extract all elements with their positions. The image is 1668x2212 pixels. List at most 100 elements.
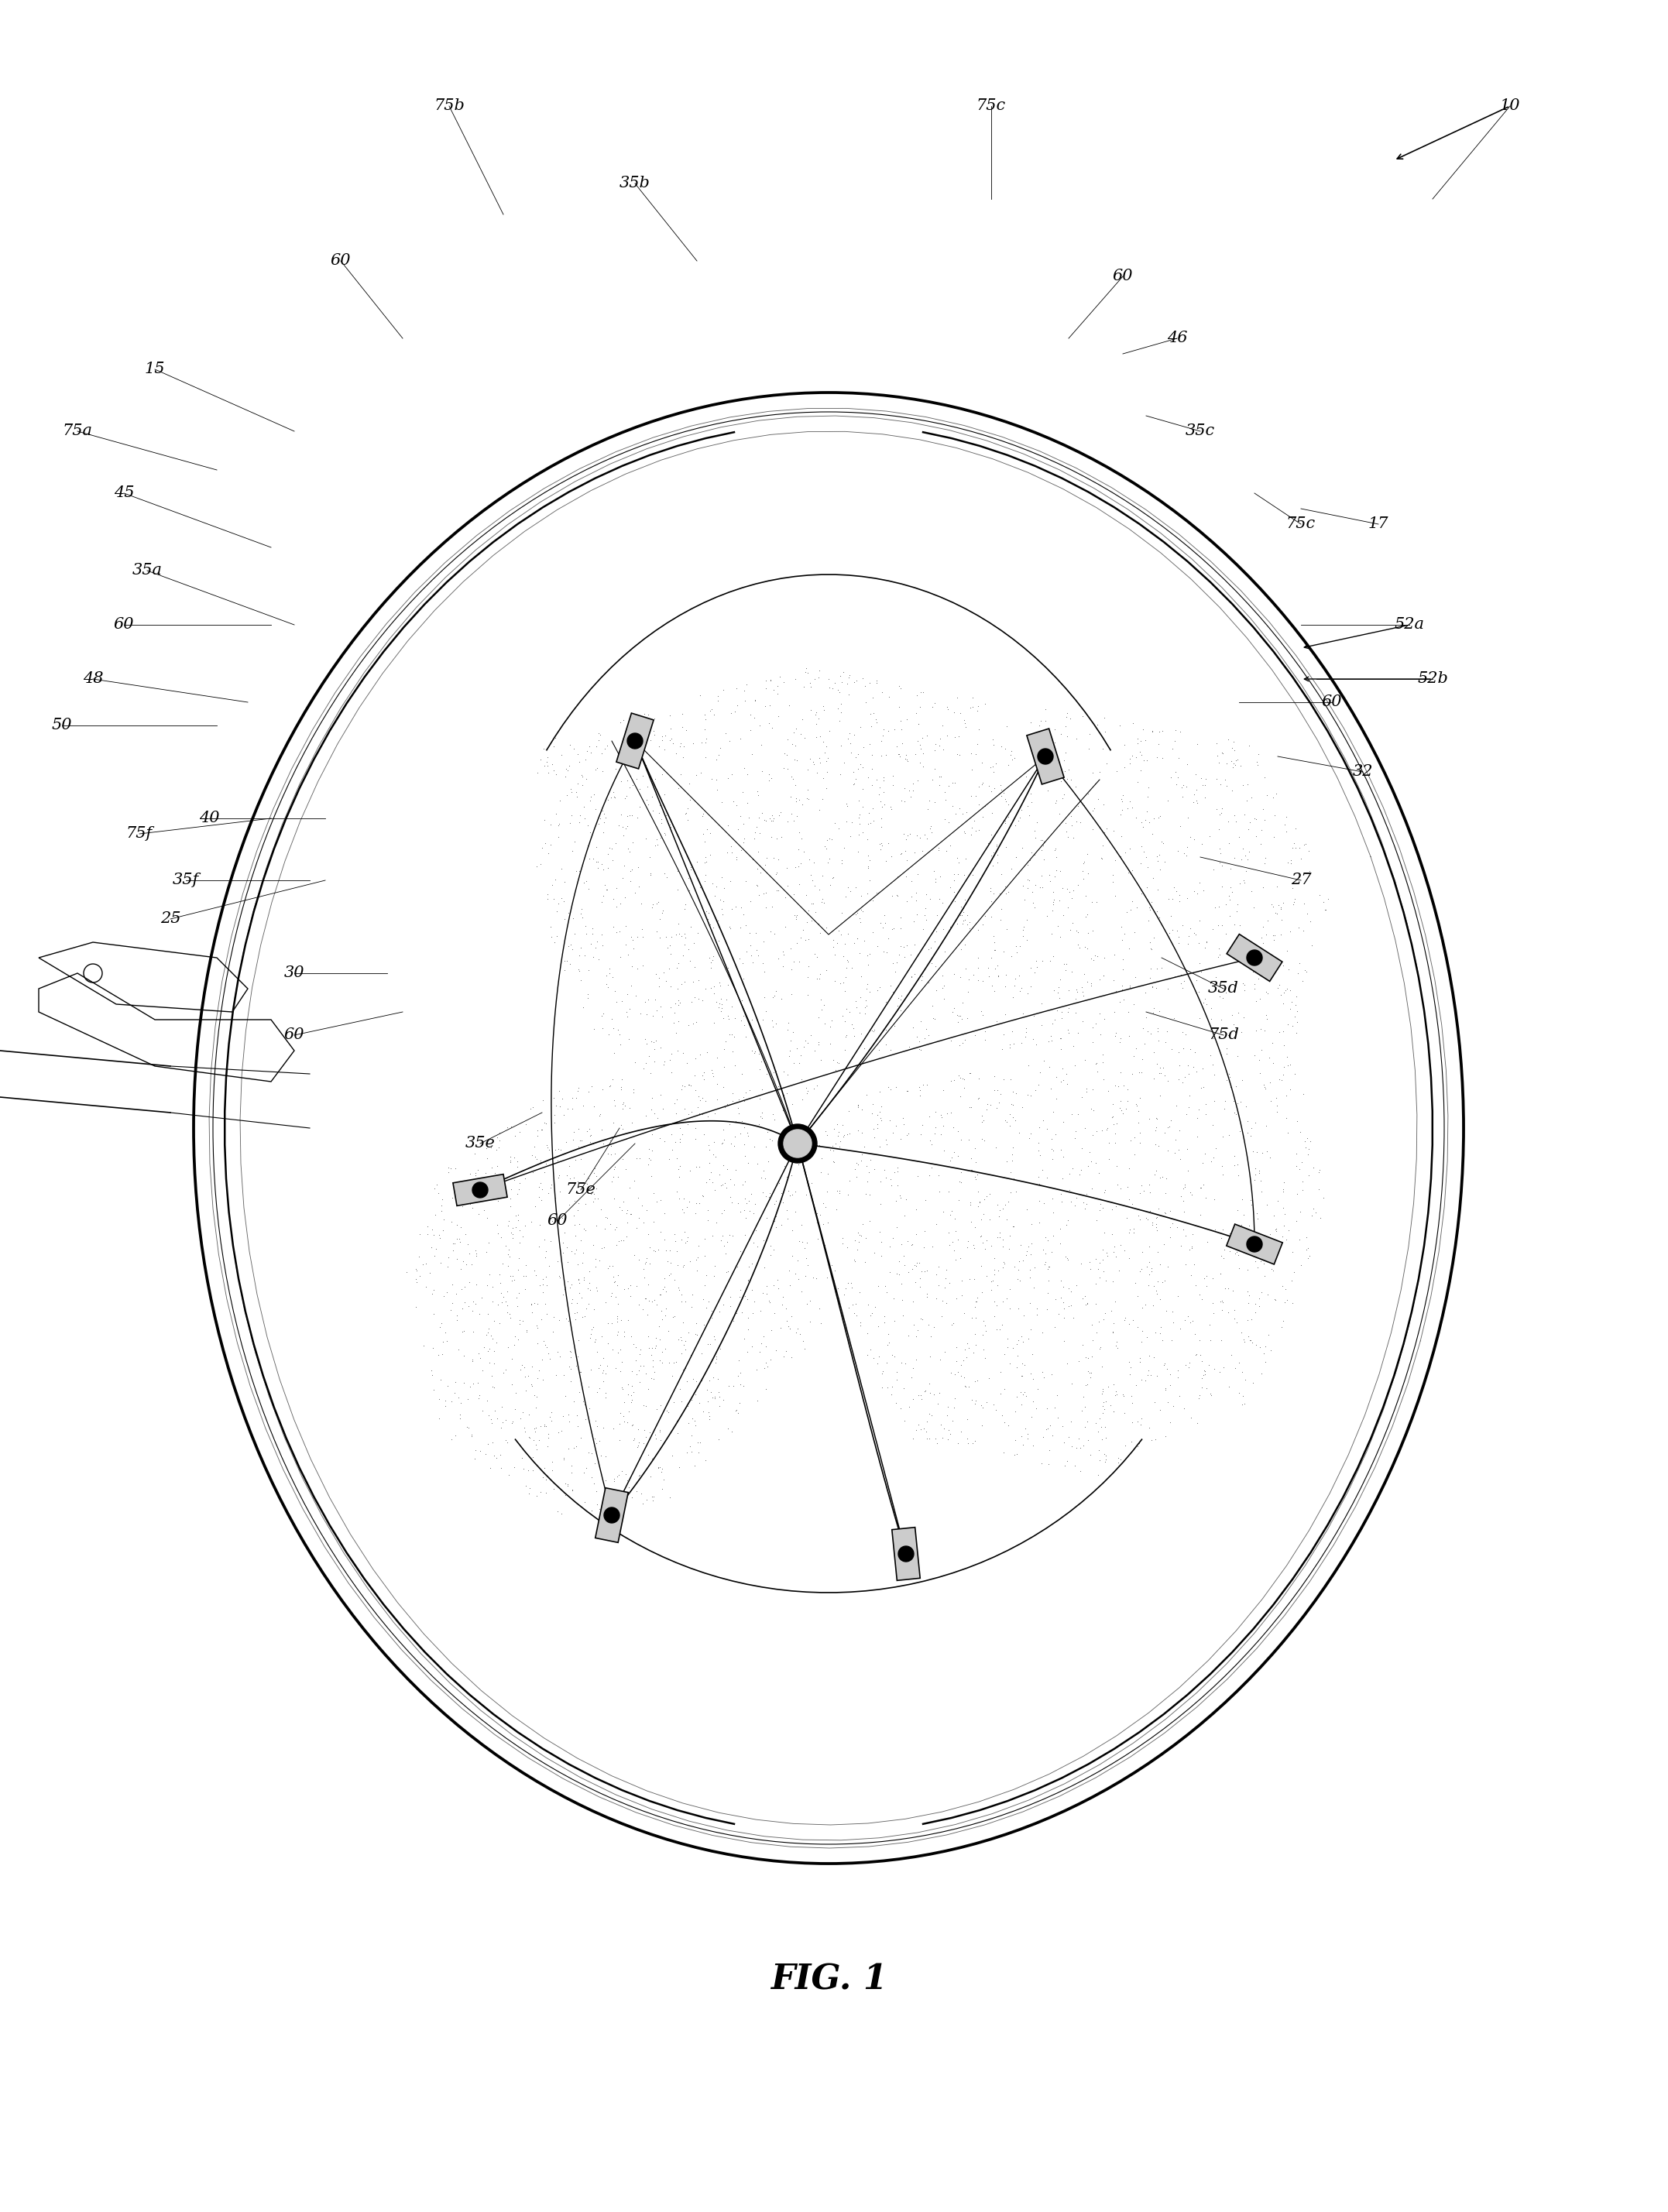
Point (412, 1270, 439, 1305)
Point (921, 854, 947, 889)
Point (782, 849, 809, 885)
Point (617, 854, 644, 889)
Point (691, 1117, 717, 1152)
Point (686, 1186, 712, 1221)
Point (1051, 1301, 1078, 1336)
Point (587, 717, 614, 752)
Point (744, 1146, 771, 1181)
Point (1039, 1418, 1066, 1453)
Point (914, 1279, 941, 1314)
Point (872, 1267, 899, 1303)
Point (679, 1006, 706, 1042)
Point (939, 787, 966, 823)
Point (657, 927, 684, 962)
Point (734, 1334, 761, 1369)
Point (1099, 865, 1126, 900)
Point (776, 1307, 802, 1343)
Point (964, 940, 991, 975)
Point (1079, 792, 1106, 827)
Point (1026, 1137, 1053, 1172)
Point (1128, 1407, 1154, 1442)
Point (584, 750, 610, 785)
Point (929, 1420, 956, 1455)
Point (951, 1296, 977, 1332)
Point (1001, 969, 1027, 1004)
Point (1143, 1314, 1169, 1349)
Point (794, 1073, 821, 1108)
Point (984, 1312, 1011, 1347)
Point (502, 1199, 529, 1234)
Point (646, 1449, 672, 1484)
Point (704, 761, 731, 796)
Point (894, 818, 921, 854)
Point (1193, 1135, 1219, 1170)
Point (884, 1363, 911, 1398)
Point (1169, 971, 1196, 1006)
Point (1091, 1214, 1118, 1250)
Point (702, 1380, 729, 1416)
Point (744, 1228, 771, 1263)
Point (726, 1358, 752, 1394)
Point (1064, 1015, 1091, 1051)
Point (1241, 1157, 1268, 1192)
Point (644, 1232, 671, 1267)
Point (612, 927, 639, 962)
Point (1146, 1159, 1173, 1194)
Point (614, 1121, 641, 1157)
Point (957, 1186, 984, 1221)
Point (841, 1296, 867, 1332)
Point (419, 1354, 445, 1389)
Point (529, 1261, 555, 1296)
Point (1126, 1055, 1153, 1091)
Point (534, 748, 560, 783)
Point (550, 883, 577, 918)
Point (869, 790, 896, 825)
Point (1074, 1367, 1101, 1402)
Point (904, 1020, 931, 1055)
Point (1156, 1108, 1183, 1144)
Point (1224, 1157, 1251, 1192)
Point (1239, 1325, 1266, 1360)
Point (787, 1208, 814, 1243)
Point (1183, 1336, 1209, 1371)
Point (699, 1053, 726, 1088)
Point (509, 1394, 535, 1429)
Point (555, 1303, 582, 1338)
Point (1164, 759, 1191, 794)
Point (1143, 1152, 1169, 1188)
Point (570, 790, 597, 825)
Point (565, 1374, 592, 1409)
Point (1173, 838, 1199, 874)
Point (676, 1066, 702, 1102)
Point (694, 845, 721, 880)
Point (564, 1409, 590, 1444)
Point (1022, 867, 1049, 902)
Point (1238, 1188, 1264, 1223)
Point (742, 810, 769, 845)
Point (540, 880, 567, 916)
Point (809, 1186, 836, 1221)
Point (999, 1086, 1026, 1121)
Point (1079, 914, 1106, 949)
Point (1168, 967, 1194, 1002)
Point (1081, 765, 1108, 801)
Point (505, 1172, 532, 1208)
Point (992, 1144, 1019, 1179)
Point (731, 672, 757, 708)
Point (859, 1086, 886, 1121)
Point (882, 1068, 909, 1104)
Point (914, 1420, 941, 1455)
Point (1103, 1239, 1129, 1274)
Point (632, 1022, 659, 1057)
Point (1198, 1144, 1224, 1179)
Point (787, 717, 814, 752)
Point (631, 1425, 657, 1460)
Point (666, 947, 692, 982)
Point (747, 1159, 774, 1194)
Point (977, 900, 1004, 936)
Point (1051, 743, 1078, 779)
Point (407, 1217, 434, 1252)
Point (1279, 872, 1306, 907)
Point (839, 805, 866, 841)
Point (807, 1305, 834, 1340)
